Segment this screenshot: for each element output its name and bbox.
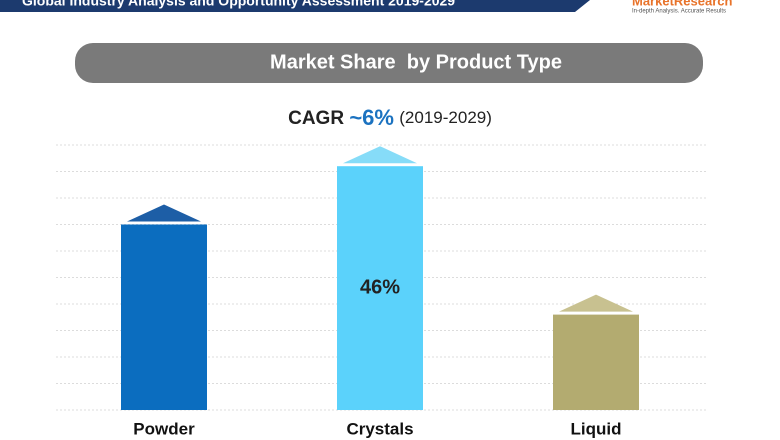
bar-cap — [127, 204, 201, 222]
bar — [553, 314, 639, 410]
cagr-label: CAGR — [288, 108, 344, 129]
bar-cap — [559, 294, 633, 312]
bar — [121, 224, 207, 410]
data-label: 46% — [360, 276, 400, 298]
title-bar — [75, 43, 703, 83]
cagr-period: (2019-2029) — [399, 108, 492, 127]
bar — [337, 166, 423, 410]
plot-area: Powder 46% Crystals Liquid — [56, 144, 706, 438]
logo-tagline: In-depth Analysis. Accurate Results — [632, 9, 726, 15]
chart-title: Market Share by Product Type — [270, 51, 562, 73]
x-tick-label: Powder — [133, 419, 195, 438]
subtitle: CAGR ~6% (2019-2029) — [288, 105, 492, 130]
logo: MarketResearch — [632, 0, 733, 8]
x-tick-label: Crystals — [346, 419, 413, 438]
x-tick-label: Liquid — [571, 419, 622, 438]
bar-cap — [343, 146, 417, 164]
cagr-value: ~6% — [349, 105, 394, 130]
banner-title: Global Industry Analysis and Opportunity… — [22, 0, 455, 9]
banner-bar — [0, 0, 590, 12]
